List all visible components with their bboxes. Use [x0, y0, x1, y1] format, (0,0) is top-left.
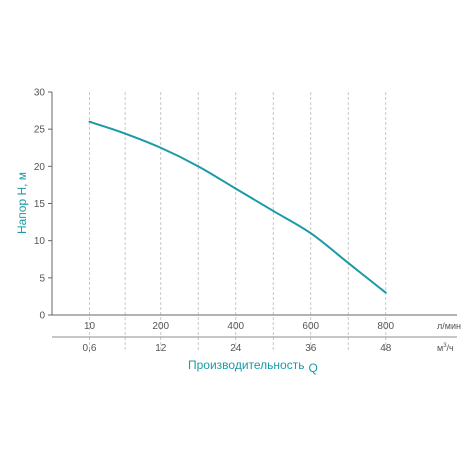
y-tick-label: 5 — [39, 273, 45, 284]
y-tick-label: 0 — [39, 311, 45, 322]
x-tick-label-secondary: 48 — [380, 343, 392, 354]
y-tick-label: 20 — [34, 162, 46, 173]
x-tick-labels-secondary: 0,6 12 24 36 48 — [83, 343, 392, 354]
x-tick-label-secondary: 24 — [230, 343, 242, 354]
x-tick-label-primary: 800 — [377, 321, 394, 332]
y-tick-label: 30 — [34, 88, 46, 99]
x-tick-label-secondary: 36 — [305, 343, 317, 354]
y-tick-label: 10 — [34, 236, 46, 247]
x-unit-secondary-tail: /ч — [447, 343, 455, 353]
series-line — [88, 120, 387, 294]
x-tick-label-secondary: 12 — [155, 343, 167, 354]
axes — [48, 91, 457, 338]
x-axis-title-symbol: Q — [308, 361, 317, 375]
x-tick-labels-primary: 10 200 400 600 800 — [84, 321, 395, 332]
y-tick-label: 15 — [34, 199, 46, 210]
x-tick-label-primary: 10 — [84, 321, 96, 332]
y-axis-title: Напор H, м — [15, 172, 29, 234]
x-tick-label-primary: 600 — [302, 321, 319, 332]
grid — [89, 92, 387, 351]
x-unit-secondary: м3/ч — [437, 343, 454, 353]
y-tick-labels: 0 5 10 15 20 25 30 — [34, 88, 46, 322]
x-unit-secondary-sup: 3 — [443, 343, 447, 349]
x-tick-label-primary: 400 — [227, 321, 244, 332]
y-tick-label: 25 — [34, 125, 46, 136]
x-tick-label-primary: 200 — [152, 321, 169, 332]
series-group — [88, 120, 387, 294]
x-axis-title: Производительность Q — [188, 358, 318, 375]
x-tick-label-secondary: 0,6 — [83, 343, 97, 354]
x-unit-secondary-base: м — [437, 343, 443, 353]
x-unit-primary: л/мин — [437, 321, 461, 331]
x-axis-title-text: Производительность — [188, 358, 304, 372]
